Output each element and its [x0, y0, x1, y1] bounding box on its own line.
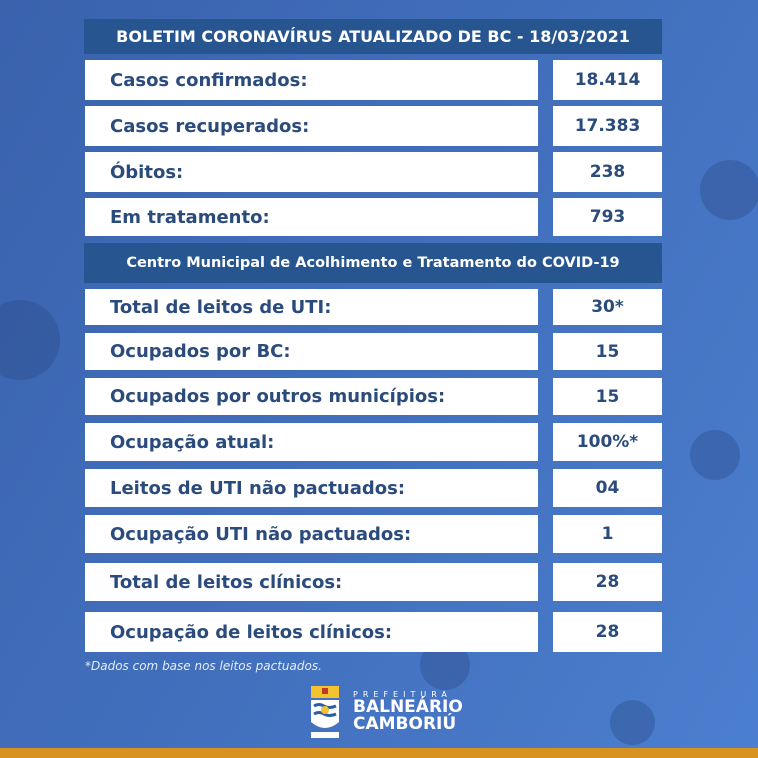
virus-decoration — [610, 700, 655, 745]
cases-value: 18.414 — [553, 60, 662, 100]
section-title: Centro Municipal de Acolhimento e Tratam… — [84, 243, 662, 283]
beds-label: Ocupação de leitos clínicos: — [85, 612, 538, 652]
cases-value: 238 — [553, 152, 662, 192]
logo-line-balneario: BALNEÁRIO — [353, 697, 463, 717]
virus-decoration — [0, 300, 60, 380]
cases-label: Casos recuperados: — [85, 106, 538, 146]
beds-label: Ocupados por BC: — [85, 333, 538, 370]
accent-bar — [0, 748, 758, 758]
beds-value: 30* — [553, 289, 662, 325]
cases-value: 17.383 — [553, 106, 662, 146]
prefeitura-logo: PREFEITURA BALNEÁRIO CAMBORIÚ — [305, 684, 463, 740]
beds-label: Ocupação atual: — [85, 423, 538, 461]
beds-value: 15 — [553, 333, 662, 370]
logo-line-prefeitura: PREFEITURA — [353, 690, 452, 699]
virus-decoration — [700, 160, 758, 220]
beds-value: 04 — [553, 469, 662, 507]
cases-label: Em tratamento: — [85, 198, 538, 236]
beds-label: Ocupação UTI não pactuados: — [85, 515, 538, 553]
beds-value: 15 — [553, 378, 662, 415]
footnote: *Dados com base nos leitos pactuados. — [85, 659, 322, 673]
virus-decoration — [690, 430, 740, 480]
beds-value: 100%* — [553, 423, 662, 461]
bulletin-title: BOLETIM CORONAVÍRUS ATUALIZADO DE BC - 1… — [84, 19, 662, 54]
beds-label: Total de leitos de UTI: — [85, 289, 538, 325]
cases-value: 793 — [553, 198, 662, 236]
cases-label: Óbitos: — [85, 152, 538, 192]
beds-label: Ocupados por outros municípios: — [85, 378, 538, 415]
beds-label: Leitos de UTI não pactuados: — [85, 469, 538, 507]
beds-value: 28 — [553, 612, 662, 652]
cases-label: Casos confirmados: — [85, 60, 538, 100]
beds-value: 28 — [553, 563, 662, 601]
beds-value: 1 — [553, 515, 662, 553]
beds-label: Total de leitos clínicos: — [85, 563, 538, 601]
logo-line-camboriu: CAMBORIÚ — [353, 714, 457, 734]
city-crest-icon — [311, 686, 339, 738]
